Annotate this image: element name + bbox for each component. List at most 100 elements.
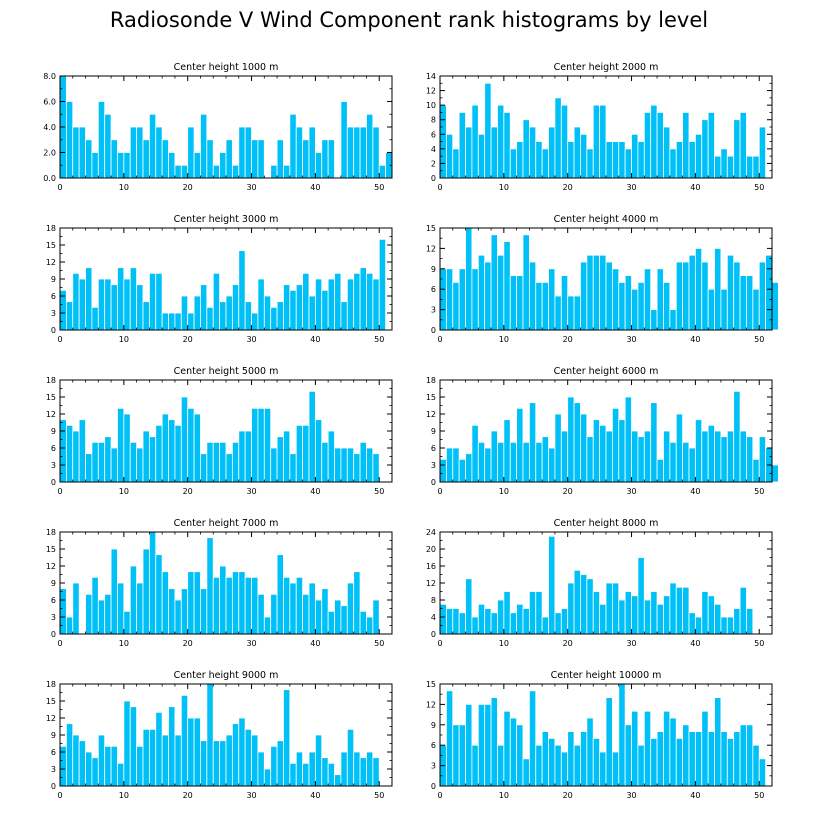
histogram-bar (509, 441, 518, 483)
histogram-bar (554, 744, 562, 787)
histogram-bar (251, 139, 259, 179)
histogram-bar (302, 424, 310, 483)
histogram-bar (611, 751, 620, 787)
histogram-bar (663, 430, 671, 483)
histogram-bar (471, 424, 479, 483)
histogram-bar (624, 724, 632, 787)
histogram-bar (257, 593, 265, 635)
y-tick-label: 4 (431, 613, 436, 622)
histogram-bar (346, 278, 355, 331)
histogram-bar (758, 126, 767, 179)
histogram-bar (650, 309, 658, 331)
histogram-bar (314, 599, 323, 635)
histogram-bar (522, 441, 530, 483)
x-tick-label: 40 (690, 183, 700, 192)
histogram-bar (624, 148, 632, 179)
histogram-bar (314, 278, 323, 331)
x-tick-label: 20 (563, 791, 573, 800)
histogram-bar (148, 113, 157, 179)
histogram-bar (225, 576, 233, 635)
histogram-bar (353, 272, 361, 331)
histogram-bar (560, 430, 569, 483)
histogram-bar (560, 608, 569, 635)
histogram-bar (643, 599, 652, 635)
y-tick-label: 9 (51, 579, 56, 588)
histogram-bar (586, 148, 594, 179)
histogram-bar (458, 458, 466, 483)
histogram-bar (225, 295, 233, 331)
histogram-bar (110, 447, 118, 483)
histogram-bar (701, 710, 709, 787)
histogram-bar (663, 595, 671, 635)
y-tick-label: 0 (431, 326, 436, 335)
histogram-bar (91, 576, 99, 635)
histogram-bar (663, 281, 671, 331)
histogram-bar (142, 430, 150, 483)
histogram-bar (308, 390, 316, 483)
histogram-bar (193, 717, 201, 787)
histogram-bar (682, 441, 690, 483)
histogram-bar (637, 557, 645, 635)
histogram-bar (117, 762, 125, 787)
histogram-bar (739, 275, 747, 331)
y-tick-label: 18 (426, 376, 436, 385)
histogram-bar (104, 593, 112, 635)
histogram-bar (142, 301, 150, 331)
histogram-panel: Center height 8000 m 0 10 20 30 40 50 0 4 8 12 16 20… (426, 518, 773, 648)
panel-title: Center height 10000 m (551, 670, 662, 681)
y-tick-label: 0.0 (43, 174, 56, 183)
histogram-bar (366, 447, 374, 483)
histogram-bar (359, 610, 367, 635)
histogram-bar (484, 704, 492, 787)
y-tick-label: 9 (51, 731, 56, 740)
histogram-bar (257, 407, 265, 483)
x-tick-label: 30 (246, 183, 256, 192)
y-tick-label: 18 (46, 680, 56, 689)
histogram-bar (746, 155, 754, 179)
histogram-bar (675, 738, 684, 787)
histogram-bar (605, 261, 613, 331)
histogram-bar (726, 155, 735, 179)
histogram-bar (174, 312, 182, 331)
x-tick-label: 20 (183, 335, 193, 344)
x-tick-label: 0 (57, 487, 62, 496)
histogram-bar (340, 101, 348, 179)
histogram-bar (503, 112, 511, 179)
histogram-bar (746, 608, 754, 635)
histogram-bar (580, 413, 588, 483)
histogram-bar (624, 591, 632, 635)
histogram-bar (490, 430, 498, 483)
histogram-bar (283, 430, 291, 483)
x-tick-label: 20 (563, 487, 573, 496)
histogram-bar (72, 582, 80, 635)
histogram-bar (682, 112, 690, 179)
histogram-bar (720, 148, 728, 179)
histogram-bar (161, 734, 169, 787)
histogram-bar (535, 744, 543, 787)
histogram-bar (200, 284, 208, 331)
x-tick-label: 10 (119, 335, 129, 344)
x-tick-label: 50 (754, 335, 764, 344)
histogram-bar (490, 126, 498, 179)
histogram-bar (65, 723, 74, 787)
histogram-bar (637, 436, 645, 483)
histogram-bar (123, 278, 131, 331)
histogram-bar (733, 261, 741, 331)
histogram-bar (516, 141, 524, 179)
histogram-bar (59, 588, 67, 635)
histogram-bar (771, 464, 779, 483)
histogram-bar (231, 441, 240, 483)
histogram-bar (465, 704, 473, 787)
x-tick-label: 40 (690, 791, 700, 800)
histogram-bar (378, 164, 387, 179)
histogram-bar (308, 295, 316, 331)
histogram-bar (346, 582, 355, 635)
histogram-bar (484, 261, 492, 331)
histogram-bar (701, 591, 709, 635)
histogram-bar (445, 608, 454, 635)
histogram-bar (161, 139, 169, 179)
histogram-bar (206, 537, 214, 635)
histogram-bar (123, 413, 131, 483)
histogram-bar (503, 710, 511, 787)
histogram-bar (91, 757, 99, 787)
